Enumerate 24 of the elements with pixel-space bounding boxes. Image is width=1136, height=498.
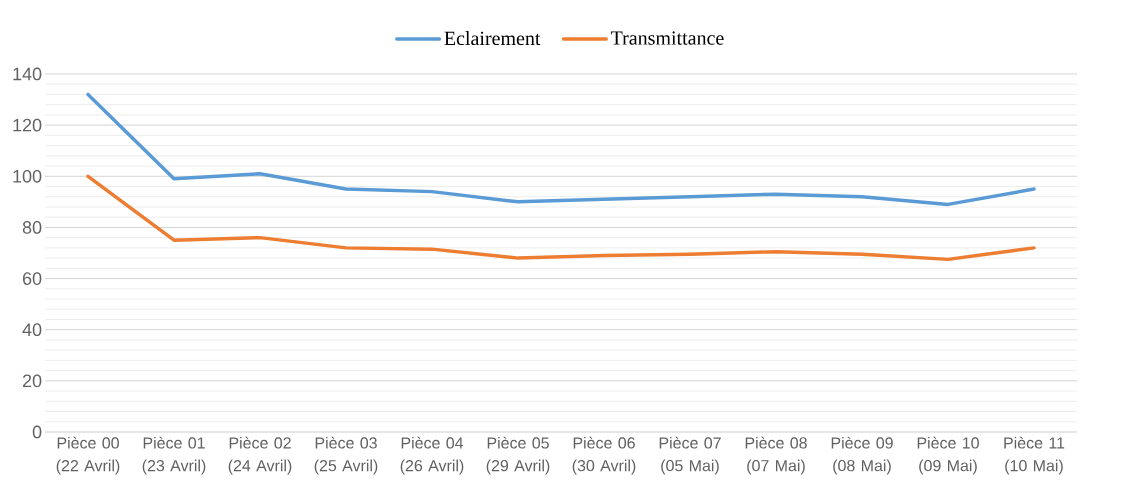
y-tick-label: 20	[22, 374, 42, 388]
x-tick-label: Pièce 08 (07 Mai)	[745, 436, 807, 475]
line-series	[86, 92, 1036, 207]
x-tick-label: Pièce 03 (25 Avril)	[314, 436, 378, 475]
x-tick-label: Pièce 02 (24 Avril)	[228, 436, 292, 475]
legend-label: Transmittance	[610, 31, 724, 45]
x-tick-label: Pièce 11 (10 Mai)	[1004, 436, 1065, 475]
y-tick-label: 80	[22, 221, 42, 234]
x-tick-label: Pièce 01 (23 Avril)	[142, 436, 206, 475]
y-tick-label: 140	[13, 67, 42, 81]
legend-label: Eclairement	[444, 31, 541, 46]
x-tick-label: Pièce 06 (30 Avril)	[572, 436, 636, 475]
x-tick-label: Pièce 07 (05 Mai)	[659, 436, 721, 475]
x-tick-label: Pièce 05 (29 Avril)	[486, 436, 550, 475]
x-tick-label: Pièce 10 (09 Mai)	[917, 436, 979, 475]
y-tick-label: 120	[13, 118, 42, 132]
y-tick-label: 60	[22, 272, 42, 285]
x-tick-label: Pièce 09 (08 Mai)	[831, 436, 893, 475]
y-tick-label: 100	[13, 169, 42, 183]
line-series	[86, 174, 1036, 262]
x-tick-label: Pièce 00 (22 Avril)	[56, 436, 120, 475]
y-tick-label: 40	[22, 323, 42, 337]
x-tick-label: Pièce 04 (26 Avril)	[400, 436, 464, 475]
y-tick-label: 0	[32, 425, 42, 439]
